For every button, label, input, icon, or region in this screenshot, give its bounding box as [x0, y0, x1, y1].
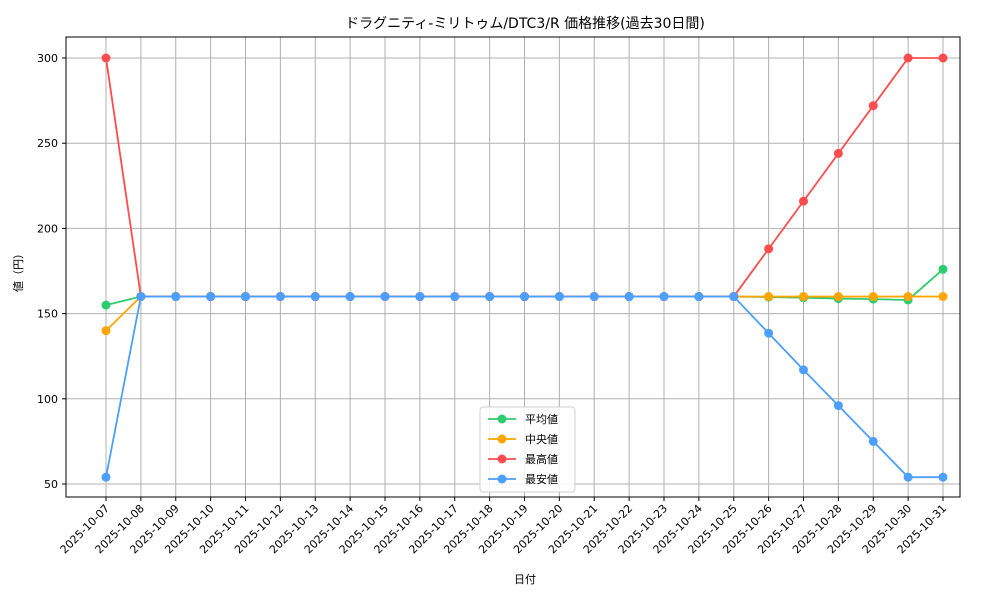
- data-point-marker: [764, 328, 774, 338]
- data-point-marker: [171, 292, 181, 302]
- x-axis-label: 日付: [514, 573, 536, 586]
- data-point-marker: [903, 292, 913, 302]
- data-point-marker: [903, 472, 913, 482]
- data-point-marker: [101, 300, 111, 310]
- data-point-marker: [589, 292, 599, 302]
- legend-item[interactable]: 最高値: [488, 452, 558, 466]
- data-point-marker: [903, 53, 913, 63]
- legend-item[interactable]: 平均値: [488, 413, 558, 426]
- data-point-marker: [938, 292, 948, 302]
- legend-item[interactable]: 中央値: [488, 433, 558, 446]
- legend-marker-icon: [497, 414, 507, 424]
- data-point-marker: [799, 365, 808, 375]
- legend-marker-icon: [497, 474, 507, 484]
- legend-label: 中央値: [525, 433, 558, 446]
- y-tick-label: 100: [37, 393, 58, 406]
- legend-label: 最安値: [525, 472, 558, 486]
- data-point-marker: [310, 292, 320, 302]
- data-point-marker: [833, 148, 843, 158]
- data-point-marker: [241, 292, 250, 302]
- data-point-marker: [764, 244, 774, 254]
- data-point-marker: [764, 292, 774, 302]
- data-point-marker: [938, 472, 948, 482]
- y-tick-label: 150: [37, 308, 58, 321]
- data-point-marker: [345, 292, 355, 302]
- plot-frame: [65, 36, 961, 498]
- data-point-marker: [485, 292, 495, 302]
- legend-marker-icon: [497, 454, 507, 464]
- y-tick-label: 50: [44, 478, 58, 491]
- chart-title: ドラグニティ-ミリトゥム/DTC3/R 価格推移(過去30日間): [345, 16, 705, 32]
- data-point-marker: [799, 292, 808, 302]
- data-point-marker: [938, 264, 948, 274]
- data-point-marker: [833, 292, 843, 302]
- y-axis-label: 値（円）: [12, 248, 25, 292]
- data-point-marker: [554, 292, 564, 302]
- data-point-marker: [729, 292, 739, 302]
- data-point-marker: [659, 292, 669, 302]
- x-axis-ticks: 2025-10-072025-10-082025-10-092025-10-10…: [58, 497, 949, 556]
- legend-box: [479, 406, 576, 493]
- data-series: [101, 53, 948, 482]
- legend-item[interactable]: 最安値: [488, 472, 558, 486]
- series-最安値: [101, 292, 948, 482]
- y-tick-label: 250: [37, 137, 58, 150]
- y-axis-ticks: 50 100 150 200 250 300: [37, 52, 66, 491]
- data-point-marker: [380, 292, 390, 302]
- y-tick-label: 300: [37, 52, 58, 65]
- data-point-marker: [694, 292, 704, 302]
- data-point-marker: [868, 436, 878, 446]
- legend-label: 平均値: [525, 413, 558, 426]
- data-point-marker: [520, 292, 529, 302]
- data-point-marker: [624, 292, 634, 302]
- legend-label: 最高値: [525, 452, 558, 466]
- data-point-marker: [938, 53, 948, 63]
- data-point-marker: [101, 326, 111, 336]
- data-point-marker: [868, 101, 878, 111]
- data-point-marker: [101, 472, 111, 482]
- data-point-marker: [868, 292, 878, 302]
- y-tick-label: 200: [37, 222, 58, 235]
- data-point-marker: [206, 292, 216, 302]
- data-point-marker: [450, 292, 460, 302]
- data-point-marker: [799, 196, 808, 206]
- legend-marker-icon: [497, 434, 507, 444]
- data-point-marker: [833, 401, 843, 411]
- data-point-marker: [415, 292, 425, 302]
- data-point-marker: [136, 292, 146, 302]
- data-point-marker: [101, 53, 111, 63]
- data-point-marker: [275, 292, 285, 302]
